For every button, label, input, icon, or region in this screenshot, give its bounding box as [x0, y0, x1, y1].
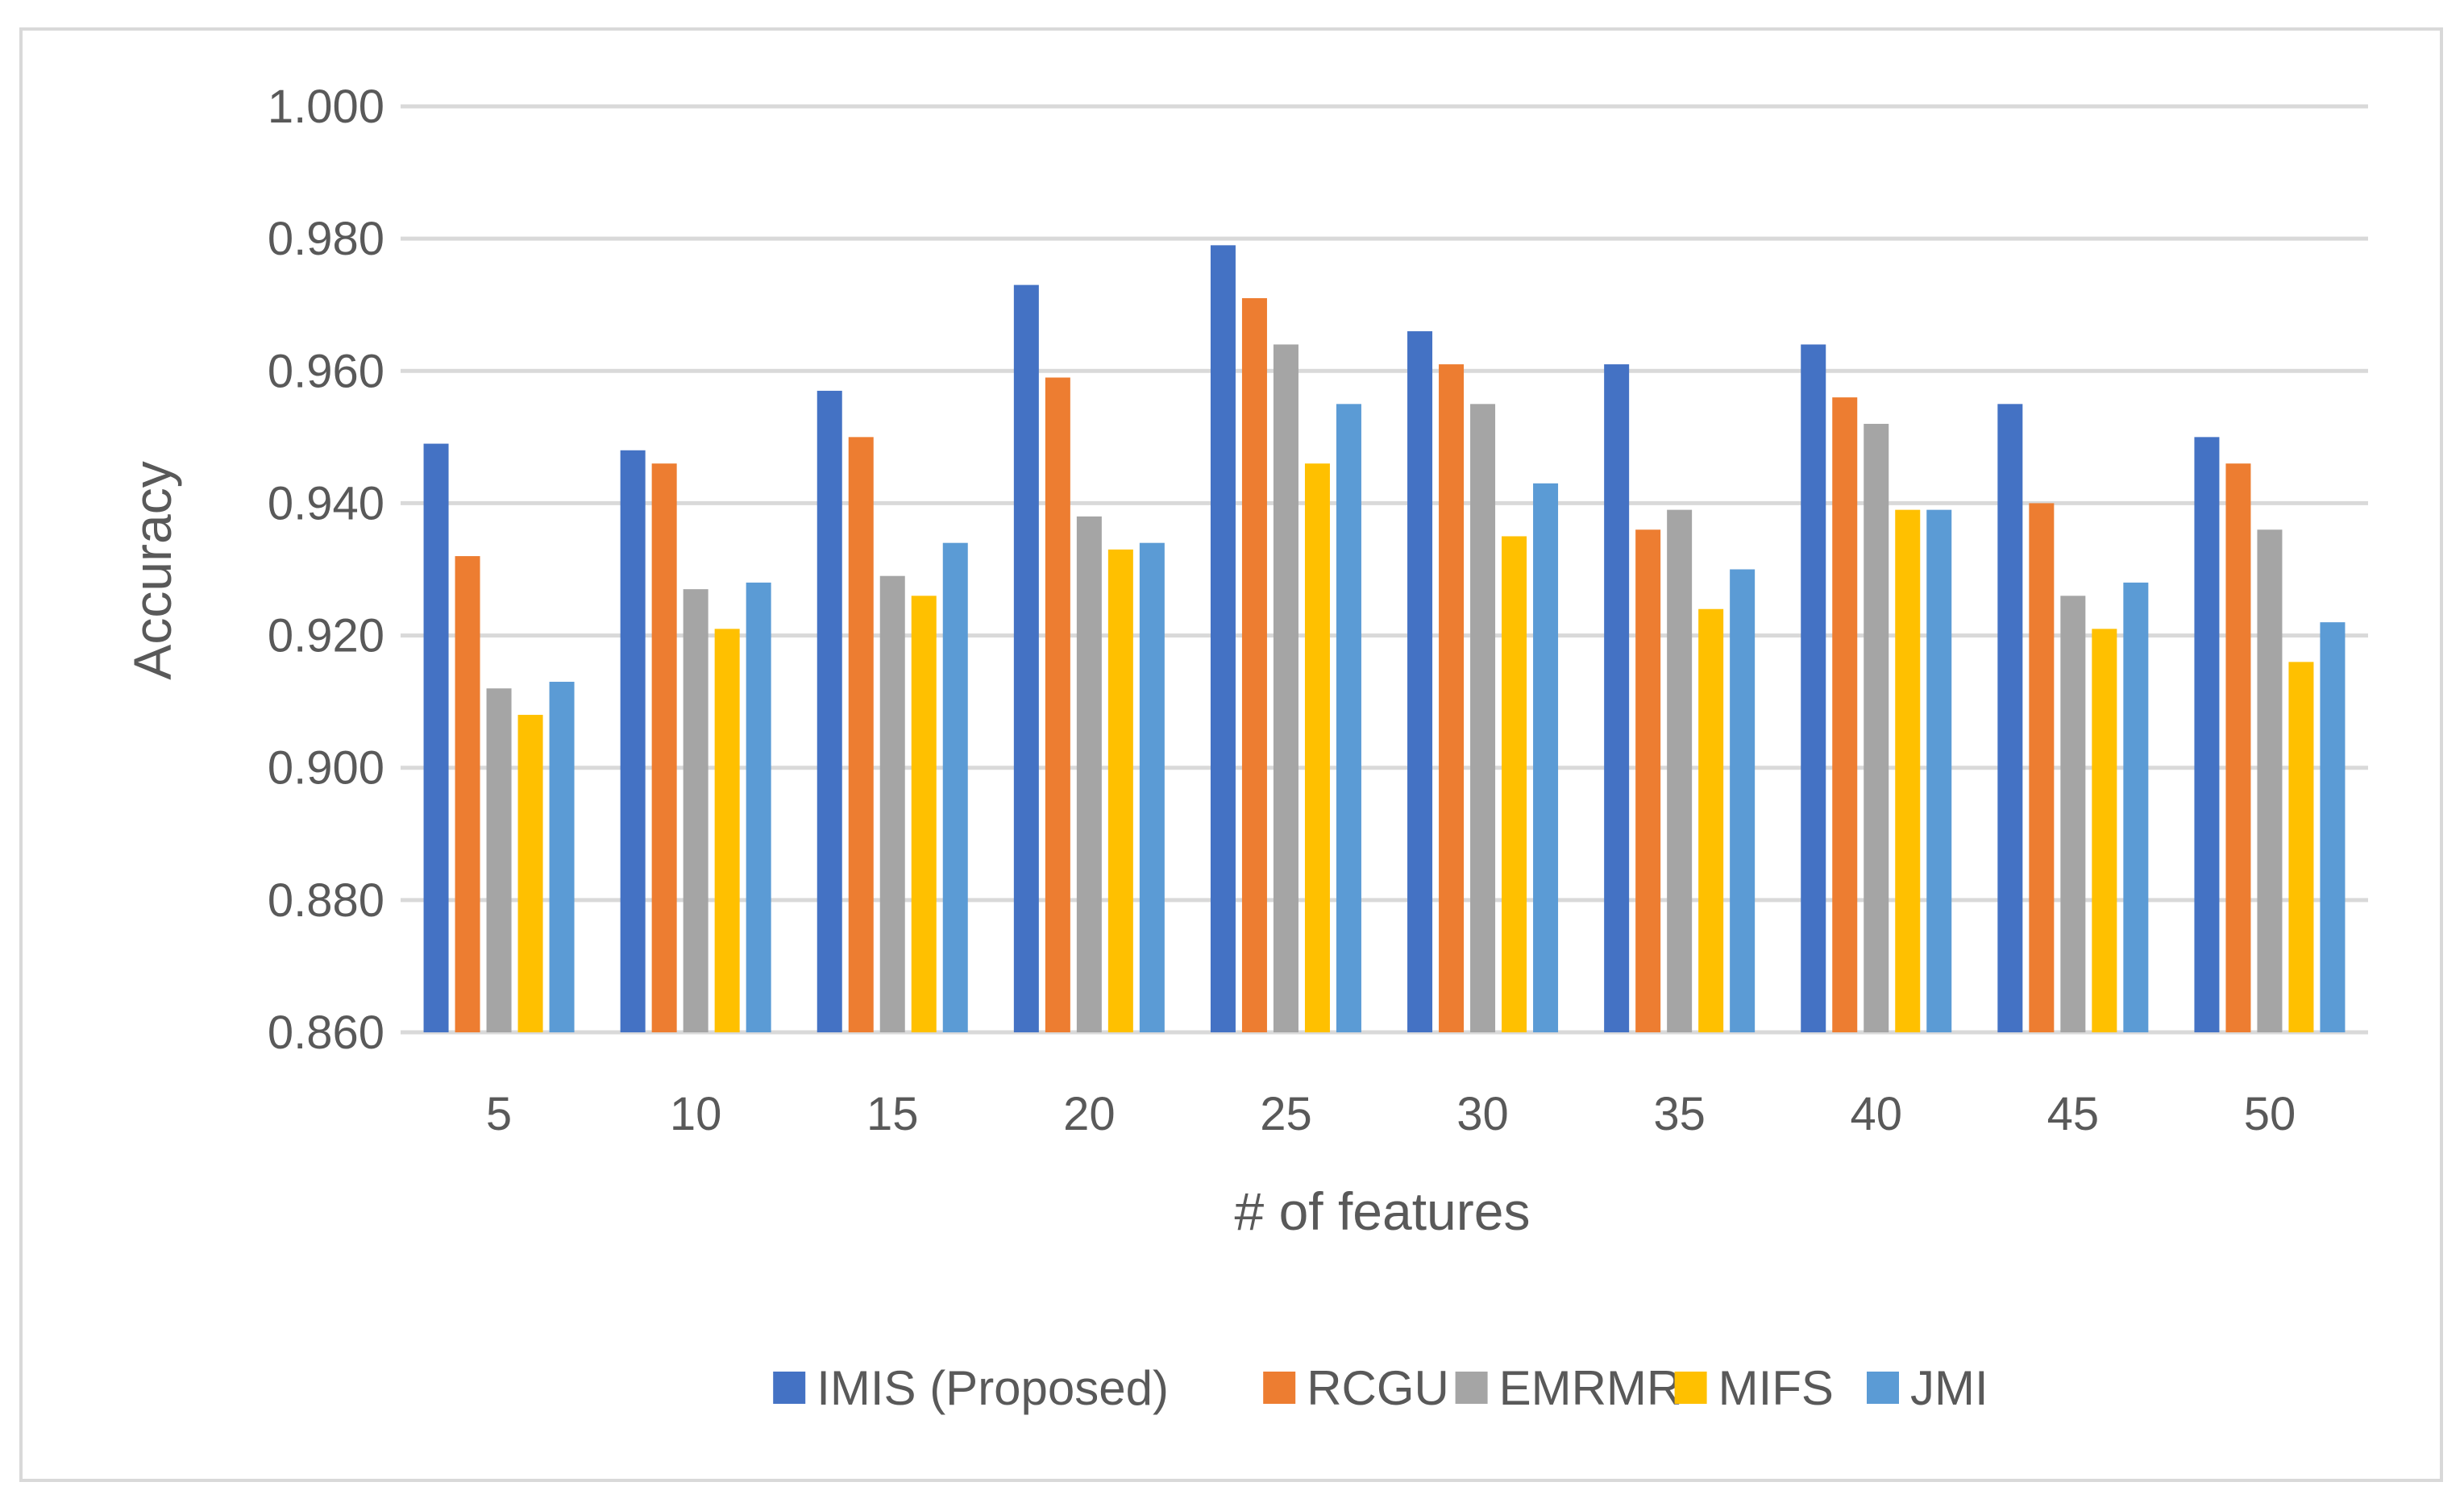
bar-mifs-5 [517, 715, 543, 1032]
bar-imis-proposed-30 [1407, 331, 1433, 1032]
bar-emrmr-30 [1470, 404, 1496, 1033]
bar-emrmr-15 [879, 575, 905, 1032]
x-tick-label: 25 [1260, 1088, 1312, 1140]
bar-rcgu-10 [651, 463, 677, 1032]
bar-imis-proposed-15 [816, 390, 842, 1033]
bar-jmi-30 [1533, 483, 1559, 1032]
legend-label-mifs: MIFS [1718, 1361, 1834, 1415]
bar-imis-proposed-20 [1013, 284, 1039, 1032]
x-axis-title: # of features [1235, 1181, 1531, 1241]
bar-mifs-45 [2092, 629, 2117, 1032]
legend: IMIS (Proposed) RCGU EMRMR MIFS JMI [773, 1361, 1988, 1415]
bar-jmi-15 [942, 542, 968, 1032]
legend-label-emrmr: EMRMR [1499, 1361, 1682, 1415]
x-tick-label: 10 [670, 1088, 722, 1140]
legend-label-jmi: JMI [1910, 1361, 1988, 1415]
bar-mifs-30 [1502, 536, 1527, 1032]
x-tick-label: 15 [866, 1088, 919, 1140]
bar-mifs-10 [714, 629, 740, 1032]
legend-swatch-jmi [1867, 1372, 1899, 1404]
bar-rcgu-45 [2029, 503, 2055, 1032]
bar-emrmr-5 [486, 688, 512, 1032]
bar-imis-proposed-25 [1210, 245, 1236, 1033]
bar-emrmr-10 [683, 589, 708, 1032]
bar-emrmr-45 [2060, 596, 2086, 1032]
x-tick-labels: 5 10 15 20 25 30 35 40 45 50 [486, 1088, 2296, 1140]
bar-rcgu-35 [1635, 529, 1661, 1032]
bar-rcgu-20 [1045, 377, 1070, 1032]
bar-jmi-20 [1139, 542, 1165, 1032]
y-tick-label: 0.860 [268, 1007, 384, 1059]
bar-jmi-40 [1926, 509, 1952, 1032]
bar-imis-proposed-35 [1604, 364, 1630, 1032]
bar-mifs-40 [1895, 509, 1921, 1032]
x-tick-label: 40 [1850, 1088, 1902, 1140]
y-tick-label: 0.960 [268, 345, 384, 397]
bar-rcgu-30 [1439, 364, 1465, 1032]
y-tick-label: 0.940 [268, 477, 384, 529]
bar-emrmr-35 [1667, 509, 1693, 1032]
bar-rcgu-25 [1241, 298, 1267, 1032]
bar-jmi-35 [1730, 569, 1756, 1032]
y-tick-label: 0.900 [268, 742, 384, 795]
bar-rcgu-15 [848, 437, 874, 1032]
bar-jmi-45 [2123, 582, 2149, 1032]
y-tick-label: 0.880 [268, 874, 384, 927]
bar-mifs-50 [2288, 662, 2314, 1032]
x-tick-label: 50 [2244, 1088, 2296, 1140]
bar-imis-proposed-10 [620, 450, 646, 1032]
legend-label-imis-proposed: IMIS (Proposed) [816, 1361, 1169, 1415]
bar-imis-proposed-5 [423, 443, 449, 1032]
legend-label-rcgu: RCGU [1307, 1361, 1449, 1415]
bar-mifs-15 [911, 596, 937, 1032]
bar-jmi-10 [746, 582, 771, 1032]
bar-emrmr-50 [2257, 529, 2283, 1032]
legend-swatch-mifs [1674, 1372, 1707, 1404]
bars [423, 245, 2346, 1033]
bar-emrmr-25 [1273, 344, 1298, 1032]
bar-rcgu-5 [455, 556, 480, 1032]
bar-emrmr-20 [1076, 516, 1102, 1032]
y-tick-label: 0.980 [268, 213, 384, 265]
bar-jmi-25 [1336, 404, 1361, 1033]
bar-rcgu-40 [1832, 397, 1858, 1033]
legend-swatch-imis-proposed [773, 1372, 806, 1404]
bar-imis-proposed-45 [1997, 404, 2023, 1033]
y-tick-label: 1.000 [268, 81, 384, 133]
bar-mifs-20 [1107, 549, 1133, 1032]
bar-jmi-50 [2320, 622, 2346, 1032]
x-tick-label: 35 [1653, 1088, 1706, 1140]
bar-rcgu-50 [2225, 463, 2251, 1032]
bar-mifs-25 [1304, 463, 1330, 1032]
bar-jmi-5 [549, 682, 575, 1032]
x-tick-label: 5 [486, 1088, 512, 1140]
bar-imis-proposed-50 [2194, 437, 2220, 1032]
x-tick-label: 20 [1063, 1088, 1116, 1140]
x-tick-label: 45 [2047, 1088, 2100, 1140]
legend-swatch-emrmr [1455, 1372, 1488, 1404]
x-tick-label: 30 [1456, 1088, 1509, 1140]
y-tick-labels: 0.860 0.880 0.900 0.920 0.940 0.960 0.980 1.000 [268, 81, 384, 1059]
bar-emrmr-40 [1864, 423, 1889, 1032]
bar-imis-proposed-40 [1801, 344, 1826, 1032]
legend-swatch-rcgu [1263, 1372, 1296, 1404]
y-tick-label: 0.920 [268, 610, 384, 662]
y-axis-title: Accuracy [123, 461, 182, 679]
bar-mifs-35 [1698, 608, 1724, 1032]
